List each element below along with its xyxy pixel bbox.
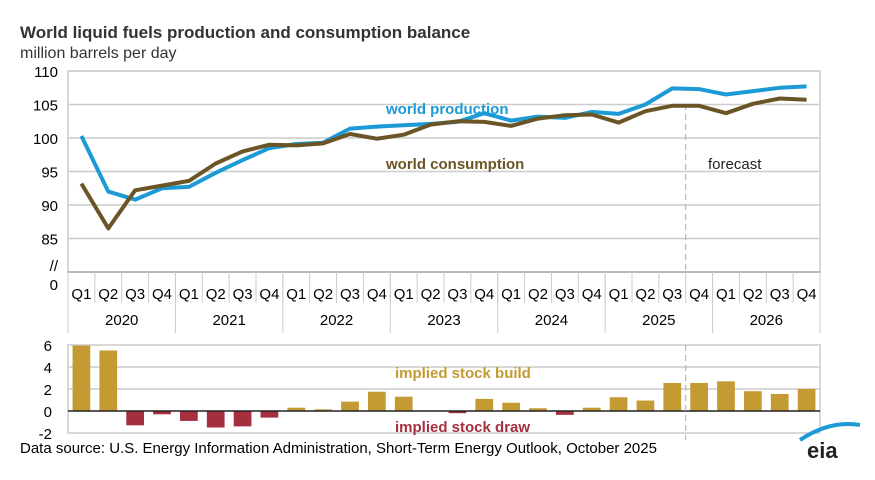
y-tick-label: 6: [44, 338, 52, 355]
x-tick-label: Q4: [474, 286, 494, 303]
x-tick-label: Q2: [98, 286, 118, 303]
bar: [153, 411, 171, 415]
y-tick-label: -2: [39, 426, 52, 443]
year-label: 2026: [750, 312, 783, 329]
x-tick-label: Q2: [743, 286, 763, 303]
bar: [99, 350, 118, 411]
bar: [233, 411, 252, 427]
x-tick-label: Q3: [125, 286, 145, 303]
bar: [314, 409, 333, 411]
bar: [475, 398, 494, 411]
x-tick-label: Q2: [635, 286, 655, 303]
y-tick-label: 90: [41, 198, 58, 215]
bar: [126, 411, 145, 426]
label-stock-draw: implied stock draw: [395, 419, 530, 436]
y-tick-label: 95: [41, 165, 58, 182]
bar: [260, 411, 279, 418]
y-tick-label: 0: [50, 277, 58, 294]
bar: [72, 345, 91, 411]
label-stock-build: implied stock build: [395, 365, 531, 382]
x-tick-label: Q4: [797, 286, 817, 303]
chart-title: World liquid fuels production and consum…: [20, 23, 470, 42]
y-tick-label: 85: [41, 232, 58, 249]
x-tick-label: Q4: [582, 286, 602, 303]
bar: [743, 391, 762, 411]
year-label: 2023: [427, 312, 460, 329]
x-tick-label: Q2: [206, 286, 226, 303]
forecast-label: forecast: [708, 156, 762, 173]
year-label: 2021: [212, 312, 245, 329]
x-tick-label: Q4: [152, 286, 172, 303]
year-label: 2022: [320, 312, 353, 329]
series-line-consumption: [79, 96, 807, 231]
year-label: 2025: [642, 312, 675, 329]
bar: [529, 408, 547, 411]
eia-logo: eia: [798, 422, 861, 463]
x-tick-label: Q2: [528, 286, 548, 303]
x-tick-label: Q3: [770, 286, 790, 303]
bar: [206, 411, 225, 428]
x-tick-label: Q3: [662, 286, 682, 303]
x-tick-label: Q1: [71, 286, 91, 303]
bar: [394, 396, 413, 411]
year-label: 2020: [105, 312, 138, 329]
x-tick-label: Q1: [501, 286, 521, 303]
bar: [636, 400, 655, 411]
x-tick-label: Q3: [555, 286, 575, 303]
x-tick-label: Q1: [716, 286, 736, 303]
chart-subtitle: million barrels per day: [20, 45, 177, 62]
bar: [367, 391, 386, 411]
bar: [502, 402, 521, 411]
x-tick-label: Q1: [394, 286, 414, 303]
bar: [770, 393, 789, 411]
svg-text:eia: eia: [807, 438, 838, 463]
x-tick-label: Q1: [179, 286, 199, 303]
y-tick-label: //: [50, 258, 59, 275]
y-tick-label: 105: [33, 98, 58, 115]
legend-consumption: world consumption: [385, 156, 524, 173]
bar: [663, 382, 682, 411]
y-tick-label: 0: [44, 404, 52, 421]
x-tick-label: Q3: [233, 286, 253, 303]
x-tick-label: Q1: [286, 286, 306, 303]
x-tick-label: Q2: [313, 286, 333, 303]
y-tick-label: 4: [44, 360, 52, 377]
legend-production: world production: [385, 101, 508, 118]
x-tick-label: Q3: [340, 286, 360, 303]
x-tick-label: Q4: [259, 286, 279, 303]
bar: [179, 411, 198, 421]
x-tick-label: Q1: [609, 286, 629, 303]
y-tick-label: 110: [34, 64, 58, 81]
y-tick-label: 100: [33, 131, 58, 148]
bar: [287, 407, 306, 411]
bar: [448, 411, 467, 414]
bar: [609, 397, 628, 411]
bar: [341, 401, 359, 411]
source-note: Data source: U.S. Energy Information Adm…: [20, 440, 657, 457]
bar: [717, 381, 735, 411]
bar: [555, 411, 574, 415]
bar: [690, 382, 709, 411]
year-label: 2024: [535, 312, 568, 329]
x-tick-label: Q4: [689, 286, 709, 303]
bar: [797, 389, 816, 411]
y-tick-label: 2: [44, 382, 52, 399]
x-tick-label: Q3: [447, 286, 467, 303]
bar: [582, 407, 601, 411]
x-tick-label: Q2: [421, 286, 441, 303]
x-tick-label: Q4: [367, 286, 387, 303]
